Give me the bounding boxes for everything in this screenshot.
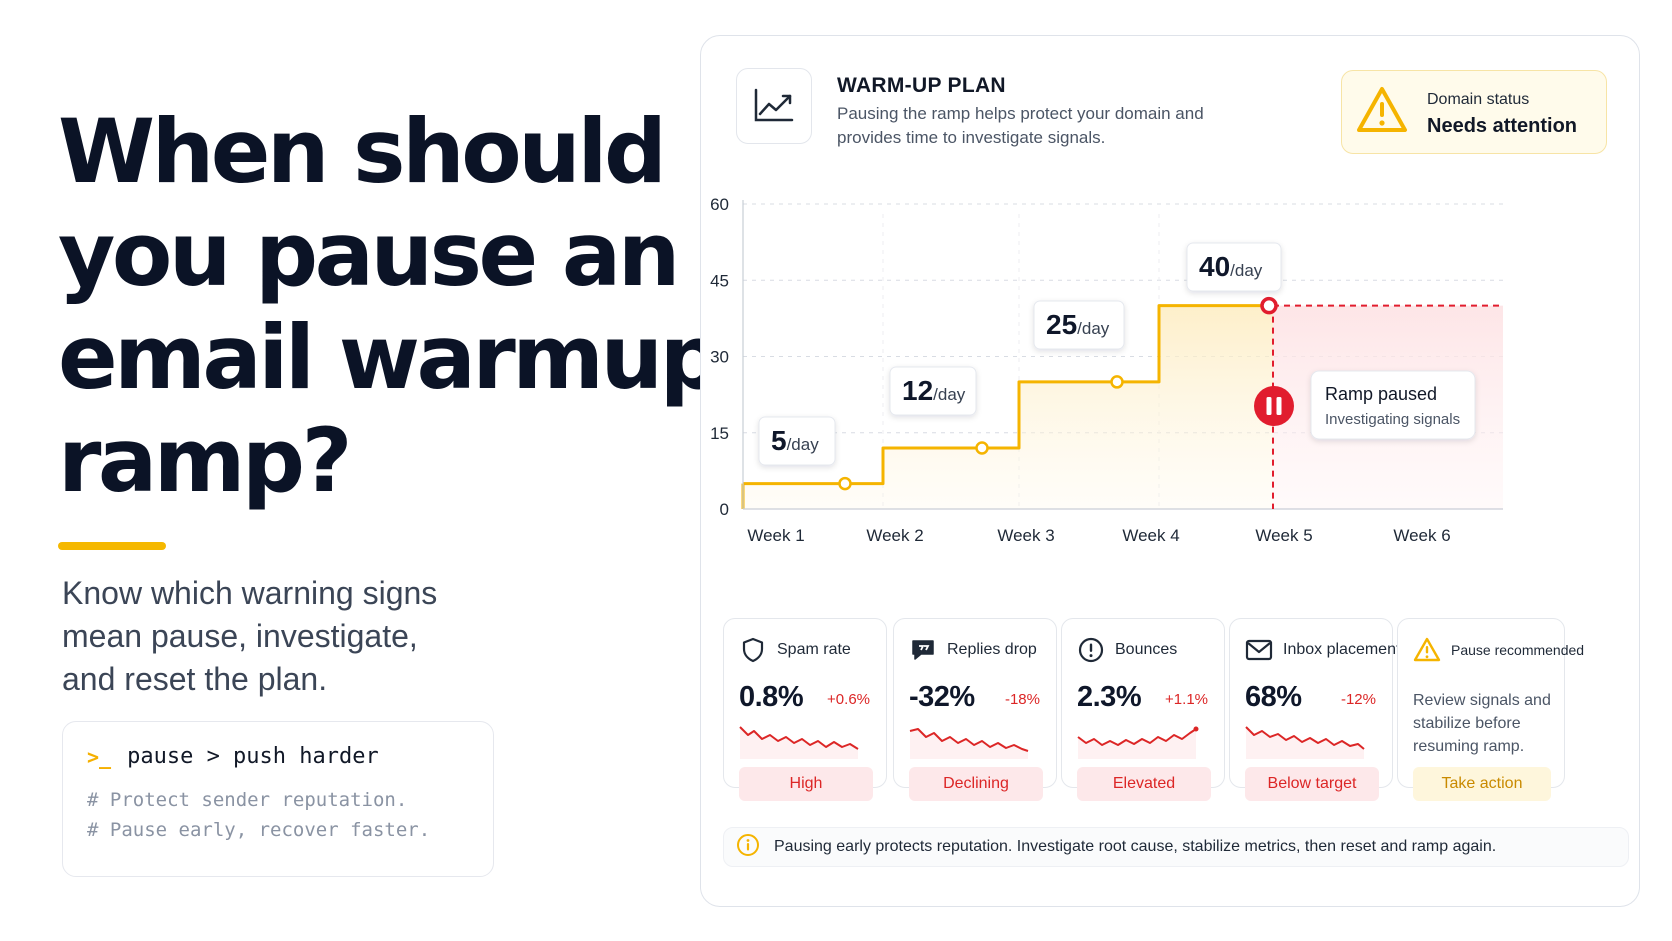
y-tick-label: 30 — [710, 348, 729, 367]
line-chart-icon — [736, 68, 812, 144]
code-snippet-card: >_ pause > push harder # Protect sender … — [62, 721, 494, 877]
code-comment: # Pause early, recover faster. — [87, 819, 431, 841]
envelope-icon — [1245, 636, 1273, 664]
y-tick-label: 15 — [710, 424, 729, 443]
metric-delta: -18% — [1004, 691, 1040, 708]
data-point — [975, 441, 989, 455]
terminal-prompt-icon: >_ — [87, 744, 112, 769]
ramp-area — [743, 305, 1273, 509]
subtitle-line: and reset the plan. — [62, 661, 328, 697]
data-point — [1110, 375, 1124, 389]
domain-status-value: Needs attention — [1427, 115, 1578, 137]
sparkline — [739, 726, 859, 759]
x-tick-label: Week 5 — [1255, 526, 1312, 545]
subtitle: Know which warning signs mean pause, inv… — [62, 572, 492, 701]
code-comment: # Protect sender reputation. — [87, 789, 408, 811]
code-command-line: >_ pause > push harder — [87, 744, 469, 769]
callout-box — [1186, 242, 1282, 292]
metric-card-spam-rate[interactable]: Spam rate 0.8% +0.6% High — [723, 618, 887, 801]
pause-icon — [1254, 386, 1294, 426]
callout-box — [758, 416, 836, 466]
pause-icon-bar — [1266, 397, 1272, 415]
sparkline — [909, 728, 1029, 759]
shield-icon — [739, 636, 767, 664]
footer-note-text: Pausing early protects reputation. Inves… — [774, 838, 1497, 855]
metric-delta: +0.6% — [827, 691, 870, 708]
callout-label: 25/day — [1046, 309, 1110, 340]
ramp-line — [743, 304, 1273, 486]
data-point — [838, 476, 852, 491]
alert-circle-icon — [1077, 636, 1105, 664]
headline-line: ramp? — [58, 409, 353, 512]
subtitle-line: mean pause, investigate, — [62, 618, 418, 654]
status-badge: High — [739, 767, 873, 801]
x-tick-label: Week 6 — [1393, 526, 1450, 545]
pause-point — [1260, 296, 1278, 315]
status-badge: Declining — [909, 767, 1043, 801]
metric-label: Bounces — [1115, 641, 1178, 658]
chat-bubble-icon — [909, 636, 937, 664]
sparkline — [1245, 726, 1365, 759]
recommendation-text: Review signals and stabilize before resu… — [1413, 692, 1551, 755]
metric-value: 0.8% — [739, 681, 804, 713]
metric-card-bounces[interactable]: Bounces 2.3% +1.1% Elevated — [1061, 618, 1225, 801]
metric-card-replies-drop[interactable]: Replies drop -32% -18% Declining — [893, 618, 1057, 801]
paused-callout-box — [1310, 370, 1476, 440]
paused-callout-subtitle: Investigating signals — [1325, 411, 1460, 428]
take-action-button[interactable]: Take action — [1413, 767, 1551, 801]
callout-label: 40/day — [1199, 251, 1263, 282]
y-tick-label: 0 — [720, 500, 729, 519]
metric-label: Spam rate — [777, 641, 851, 658]
metric-delta: +1.1% — [1165, 691, 1208, 708]
volume-callout — [1186, 242, 1282, 292]
headline-line: When should — [58, 100, 667, 203]
status-badge: Elevated — [1077, 767, 1211, 801]
callout-label: 12/day — [902, 375, 966, 406]
volume-callout — [758, 416, 836, 466]
footer-note: Pausing early protects reputation. Inves… — [723, 827, 1629, 867]
callout-box — [1033, 300, 1125, 350]
headline-line: email warmup — [58, 306, 723, 409]
metric-delta: -12% — [1340, 691, 1376, 708]
accent-divider — [58, 542, 166, 550]
x-tick-label: Week 3 — [997, 526, 1054, 545]
subtitle-line: Know which warning signs — [62, 575, 438, 611]
volume-callout — [1033, 300, 1125, 350]
metric-label: Inbox placement — [1283, 641, 1401, 658]
status-badge: Below target — [1245, 767, 1379, 801]
paused-callout-title: Ramp paused — [1325, 384, 1437, 404]
code-comments: # Protect sender reputation. # Pause ear… — [87, 785, 469, 845]
headline-line: you pause an — [58, 203, 680, 306]
warmup-volume-chart: 015304560Daily email volume5/day12/day25… — [710, 195, 1503, 545]
y-tick-label: 45 — [710, 271, 729, 290]
metric-value: 68% — [1245, 681, 1302, 713]
warning-triangle-icon — [1356, 85, 1408, 140]
domain-status-label: Domain status — [1427, 91, 1530, 108]
metric-value: 2.3% — [1077, 681, 1142, 713]
signal-metrics: Spam rate 0.8% +0.6% High Replies drop -… — [723, 618, 1629, 801]
sparkline — [1077, 726, 1199, 759]
hero: When should you pause an email warmup ra… — [58, 100, 723, 512]
callout-label: 5/day — [771, 425, 819, 456]
headline: When should you pause an email warmup ra… — [58, 100, 723, 512]
plan-description: Pausing the ramp helps protect your doma… — [837, 104, 1204, 147]
pause-icon-bar — [1276, 397, 1282, 415]
warning-triangle-icon — [1413, 636, 1441, 664]
volume-callout — [889, 366, 977, 416]
callout-box — [889, 366, 977, 416]
domain-status-badge: Domain status Needs attention — [1341, 70, 1607, 154]
plan-title: WARM-UP PLAN — [837, 74, 1006, 97]
metric-card-inbox-placement[interactable]: Inbox placement 68% -12% Below target — [1229, 618, 1400, 801]
warmup-plan-card: WARM-UP PLAN Pausing the ramp helps prot… — [700, 35, 1640, 907]
metric-label: Replies drop — [947, 641, 1037, 658]
info-icon — [736, 833, 760, 862]
metric-value: -32% — [909, 681, 975, 713]
recommendation-label: Pause recommended — [1451, 642, 1585, 658]
x-tick-label: Week 2 — [866, 526, 923, 545]
x-tick-label: Week 4 — [1122, 526, 1179, 545]
code-command: pause > push harder — [127, 744, 379, 769]
pause-recommendation-card: Pause recommended Review signals and sta… — [1397, 618, 1584, 801]
y-tick-label: 60 — [710, 195, 729, 214]
x-tick-label: Week 1 — [747, 526, 804, 545]
